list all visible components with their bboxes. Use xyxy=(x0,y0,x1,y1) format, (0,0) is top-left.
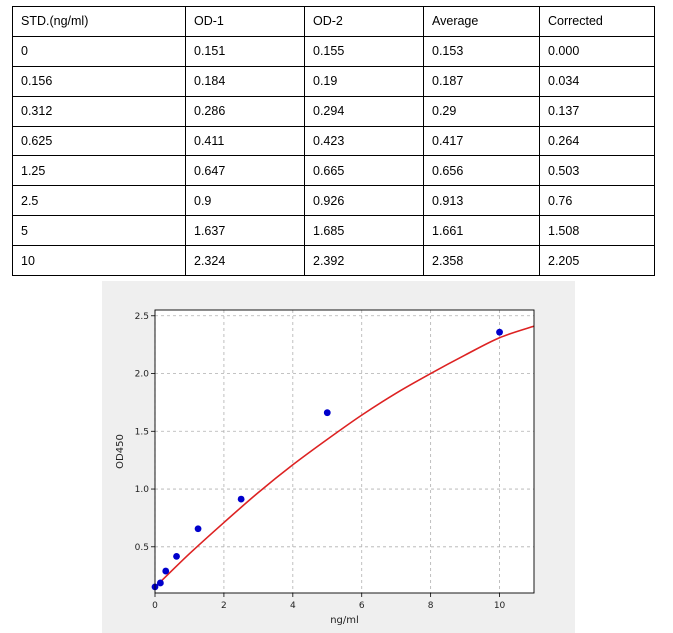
x-tick-label: 0 xyxy=(152,601,158,611)
data-point xyxy=(237,495,245,503)
table-cell: 0.264 xyxy=(539,125,655,157)
plot-area xyxy=(155,310,534,593)
y-axis-label: OD450 xyxy=(115,434,126,469)
table-cell: 0.417 xyxy=(423,125,540,157)
chart-svg: 0 2 4 6 8 10 0.5 1.0 1.5 2.0 2.5 ng/ml OD450 xyxy=(115,309,535,626)
fit-curve-line xyxy=(154,325,535,588)
plot-frame xyxy=(154,309,535,594)
table-cell: 1.661 xyxy=(423,215,540,247)
data-point xyxy=(194,525,202,533)
standards-table-container: STD.(ng/ml) OD-1 OD-2 Average Corrected 0 0.15… xyxy=(12,6,655,277)
table-header-row: STD.(ng/ml) OD-1 OD-2 Average Corrected xyxy=(12,6,655,37)
table-row: 2.5 0.9 0.926 0.913 0.76 xyxy=(12,185,655,217)
data-point xyxy=(162,567,170,575)
table-cell: 0.137 xyxy=(539,95,655,127)
y-tick-label: 0.5 xyxy=(135,543,149,553)
table-cell: 0 xyxy=(12,35,186,67)
table-row: 0.312 0.286 0.294 0.29 0.137 xyxy=(12,95,655,127)
column-header: OD-1 xyxy=(185,6,305,37)
x-tick-label: 8 xyxy=(428,601,434,611)
standard-curve-chart: 0 2 4 6 8 10 0.5 1.0 1.5 2.0 2.5 ng/ml OD450 xyxy=(102,281,575,633)
table-cell: 5 xyxy=(12,215,186,247)
table-cell: 0.29 xyxy=(423,95,540,127)
table-cell: 0.625 xyxy=(12,125,186,157)
table-cell: 10 xyxy=(12,245,186,277)
table-row: 0.156 0.184 0.19 0.187 0.034 xyxy=(12,65,655,97)
column-header: Corrected xyxy=(539,6,655,37)
data-point xyxy=(173,552,180,560)
table-cell: 0.926 xyxy=(304,185,424,217)
x-tick-label: 2 xyxy=(221,601,227,611)
table-cell: 1.685 xyxy=(304,215,424,247)
table-row: 10 2.324 2.392 2.358 2.205 xyxy=(12,245,655,277)
x-tick-label: 4 xyxy=(290,601,296,611)
table-row: 0.625 0.411 0.423 0.417 0.264 xyxy=(12,125,655,157)
x-tick-label: 10 xyxy=(494,601,506,611)
table-cell: 0.000 xyxy=(539,35,655,67)
y-tick-label: 2.5 xyxy=(135,312,149,322)
table-cell: 0.155 xyxy=(304,35,424,67)
table-cell: 0.503 xyxy=(539,155,655,187)
table-cell: 0.76 xyxy=(539,185,655,217)
table-cell: 0.423 xyxy=(304,125,424,157)
x-tick-label: 6 xyxy=(359,601,365,611)
data-point xyxy=(156,579,164,587)
table-cell: 0.656 xyxy=(423,155,540,187)
data-point xyxy=(323,409,331,417)
column-header: Average xyxy=(423,6,540,37)
table-cell: 0.665 xyxy=(304,155,424,187)
table-cell: 0.151 xyxy=(185,35,305,67)
table-cell: 0.294 xyxy=(304,95,424,127)
table-cell: 1.25 xyxy=(12,155,186,187)
column-header: STD.(ng/ml) xyxy=(12,6,186,37)
table-cell: 1.508 xyxy=(539,215,655,247)
table-cell: 0.156 xyxy=(12,65,186,97)
table-row: 5 1.637 1.685 1.661 1.508 xyxy=(12,215,655,247)
table-cell: 0.187 xyxy=(423,65,540,97)
table-cell: 0.913 xyxy=(423,185,540,217)
table-cell: 2.5 xyxy=(12,185,186,217)
table-row: 0 0.151 0.155 0.153 0.000 xyxy=(12,35,655,67)
table-row: 1.25 0.647 0.665 0.656 0.503 xyxy=(12,155,655,187)
table-cell: 0.034 xyxy=(539,65,655,97)
table-cell: 2.358 xyxy=(423,245,540,277)
table-cell: 0.647 xyxy=(185,155,305,187)
table-cell: 1.637 xyxy=(185,215,305,247)
table-cell: 0.153 xyxy=(423,35,540,67)
table-cell: 2.205 xyxy=(539,245,655,277)
table-cell: 0.286 xyxy=(185,95,305,127)
standards-table: STD.(ng/ml) OD-1 OD-2 Average Corrected 0 0.15… xyxy=(12,6,655,277)
x-axis-label: ng/ml xyxy=(330,615,359,626)
table-cell: 0.184 xyxy=(185,65,305,97)
y-tick-label: 1.0 xyxy=(135,485,150,495)
table-cell: 0.19 xyxy=(304,65,424,97)
table-cell: 0.9 xyxy=(185,185,305,217)
table-cell: 0.411 xyxy=(185,125,305,157)
y-tick-label: 2.0 xyxy=(135,370,150,380)
table-cell: 2.324 xyxy=(185,245,305,277)
y-tick-label: 1.5 xyxy=(135,427,149,437)
table-cell: 2.392 xyxy=(304,245,424,277)
table-cell: 0.312 xyxy=(12,95,186,127)
data-point xyxy=(496,328,503,336)
column-header: OD-2 xyxy=(304,6,424,37)
